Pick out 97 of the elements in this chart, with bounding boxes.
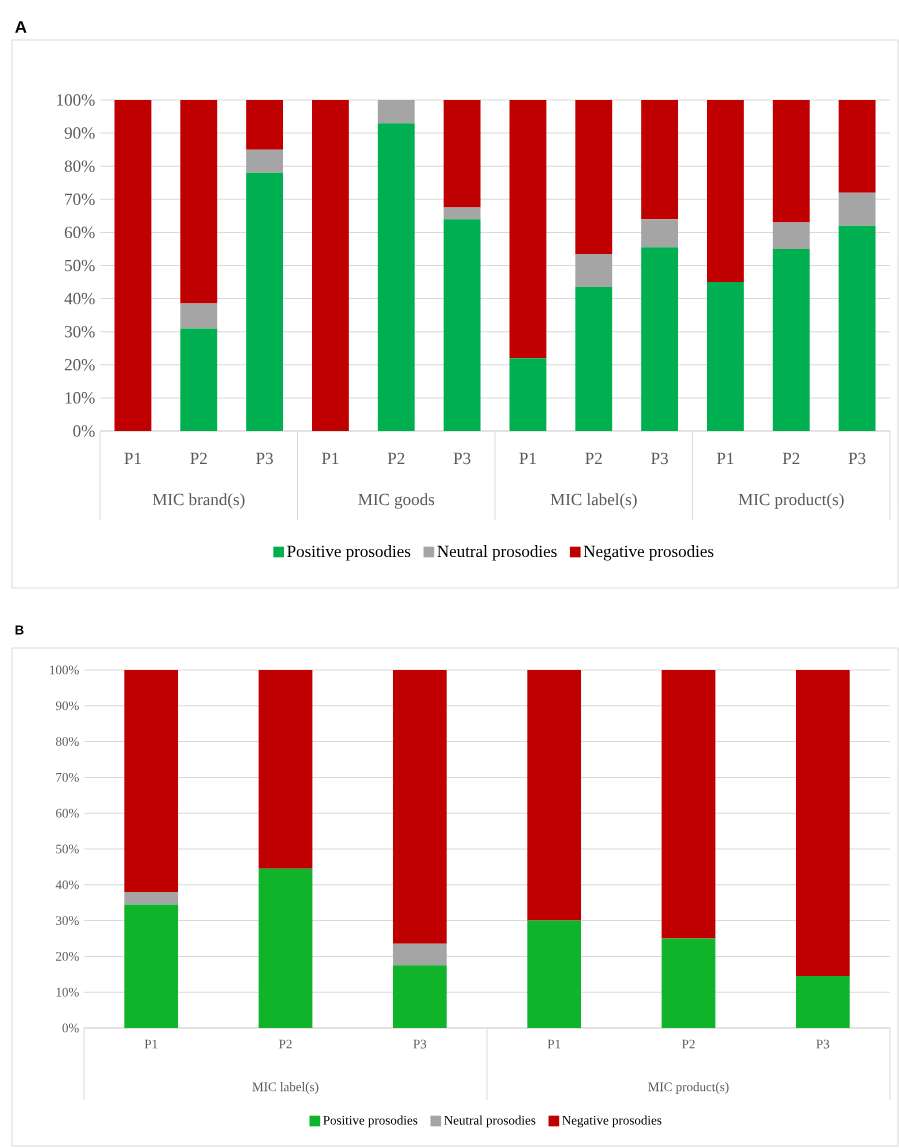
bar [575,253,613,288]
bar [661,938,716,1028]
y-tick-label: 20% [64,359,95,371]
bar [124,891,179,905]
bar [527,920,582,1028]
bar [838,192,876,226]
bar [258,868,313,1028]
bar [772,248,810,431]
x-tick-label: P2 [190,452,207,464]
y-tick-label: 30% [64,325,95,338]
x-tick-label: P2 [585,452,602,464]
text: MIC brand(s) [152,493,245,509]
bar [311,99,349,431]
y-tick-label: 0% [73,425,95,437]
bar [443,207,481,220]
bar [509,358,547,431]
x-tick-label: P3 [256,452,273,465]
y-tick-label: 40% [55,880,79,890]
bar [392,943,447,966]
y-tick-label: 10% [56,987,79,997]
bar [114,99,152,431]
y-tick-label: 0% [62,1023,79,1033]
bar [795,670,850,977]
x-tick-label: P3 [413,1039,427,1049]
x-tick-label: P1 [124,452,141,464]
legend-label: Positive prosodies [323,1115,418,1128]
bar [180,99,218,304]
x-tick-label: P3 [651,452,668,465]
y-tick-label: 70% [56,772,79,782]
y-tick-label: 10% [65,392,95,404]
text: MIC goods [358,493,435,509]
x-tick-label: P3 [848,452,866,465]
chart-title: B [15,625,24,635]
x-tick-label: P2 [279,1039,292,1049]
bar [443,99,481,208]
bar [392,965,447,1028]
text: MIC label(s) [252,1082,319,1094]
bar [180,328,218,431]
y-tick-label: 40% [64,292,95,305]
bar [795,976,850,1028]
bar [377,123,415,431]
bar [838,99,876,193]
legend-label: Negative prosodies [583,545,714,561]
legend-label: Positive prosodies [287,545,411,561]
legend-label: Neutral prosodies [444,1115,536,1128]
y-tick-label: 50% [65,259,95,272]
x-tick-label: P1 [144,1039,158,1049]
legend-label: Neutral prosodies [437,545,557,561]
y-tick-label: 100% [50,665,79,675]
bar [575,287,613,431]
text: MIC label(s) [550,493,637,509]
y-tick-label: 20% [56,951,79,961]
text: MIC product(s) [648,1082,729,1094]
y-tick-label: 90% [55,701,79,711]
bar [246,149,284,173]
bar [392,670,447,944]
x-tick-label: P3 [453,452,471,465]
bar [772,222,810,249]
bar [772,99,810,223]
bar [641,99,679,220]
x-tick-label: P1 [716,452,734,464]
bar [706,99,744,283]
x-tick-label: P2 [682,1039,695,1049]
legend-label: Negative prosodies [562,1115,662,1128]
bar [641,247,679,431]
x-tick-label: P3 [816,1039,830,1049]
bar [575,99,613,254]
bar [124,670,179,892]
bar [180,303,218,329]
y-tick-label: 70% [65,193,95,206]
bar [246,172,284,431]
bar [661,670,716,939]
x-tick-label: P2 [782,452,800,464]
bar [124,904,179,1028]
y-tick-label: 100% [57,94,95,106]
bar [246,99,284,150]
bar [527,670,582,921]
bar [377,99,415,124]
y-tick-label: 60% [56,808,79,818]
text: MIC product(s) [738,493,844,509]
x-tick-label: P1 [547,1039,561,1049]
bar [641,219,679,248]
chart-title: A [15,21,27,33]
x-tick-label: P2 [387,452,405,464]
bar [706,282,744,431]
y-tick-label: 80% [55,737,79,746]
y-tick-label: 90% [64,127,95,139]
bar [838,225,876,431]
bar [443,219,481,431]
x-tick-label: P1 [519,452,536,464]
y-tick-label: 30% [56,916,79,925]
bar [258,670,313,869]
x-tick-label: P1 [321,452,339,464]
bar [509,99,547,359]
y-tick-label: 60% [64,226,95,239]
y-tick-label: 80% [64,160,95,172]
y-tick-label: 50% [56,844,79,854]
